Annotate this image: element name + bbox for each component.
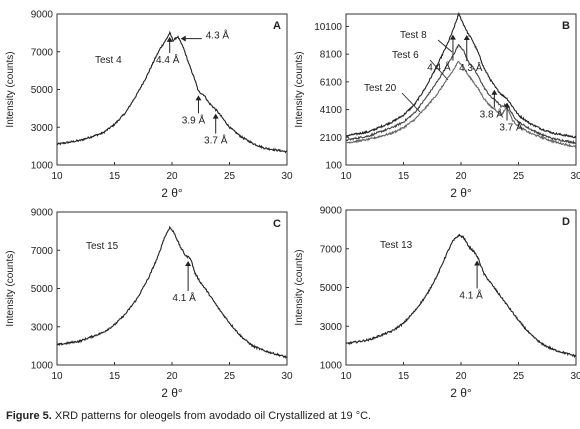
x-tick-label: 15: [398, 171, 410, 182]
y-tick-label: 9000: [31, 208, 54, 219]
peak-label: 4.3 Å: [459, 61, 483, 74]
y-tick-label: 6100: [320, 77, 343, 88]
panel-letter: D: [562, 216, 570, 228]
series-label: Test 20: [364, 83, 397, 94]
series-pointer: [429, 59, 449, 81]
arrow-head: [491, 89, 498, 95]
y-tick-label: 3000: [31, 322, 54, 333]
arrow-head: [166, 36, 173, 42]
y-tick-label: 1000: [320, 361, 343, 372]
peak-label: 4.4 Å: [427, 61, 451, 74]
x-tick-label: 15: [109, 171, 121, 182]
y-tick-label: 8100: [320, 50, 343, 61]
x-tick-label: 25: [224, 171, 236, 182]
x-tick-label: 15: [398, 371, 410, 382]
x-tick-label: 30: [570, 171, 580, 182]
x-tick-label: 20: [166, 171, 178, 182]
x-tick-label: 30: [281, 171, 293, 182]
x-tick-label: 20: [455, 171, 467, 182]
peak-label: 4.3 Å: [206, 29, 230, 42]
series-label: Test 6: [392, 50, 419, 61]
panel-letter: A: [273, 20, 281, 32]
series-label: Test 15: [86, 241, 119, 252]
y-tick-label: 10100: [314, 22, 342, 33]
y-axis-label: Intensity (counts): [294, 249, 305, 325]
y-tick-label: 5000: [31, 85, 54, 96]
arrow-head: [474, 260, 481, 266]
y-tick-label: 5000: [31, 284, 54, 295]
y-tick-label: 3000: [320, 322, 343, 333]
series-line-test-20: [345, 60, 577, 149]
arrow-head: [180, 35, 186, 42]
y-tick-label: 3000: [31, 123, 54, 134]
y-axis-label: Intensity (counts): [5, 250, 16, 326]
x-tick-label: 20: [166, 371, 178, 382]
arrow-head: [449, 34, 456, 40]
series-label: Test 13: [380, 240, 413, 251]
figure-caption-label: Figure 5.: [6, 410, 52, 422]
series-pointer: [437, 39, 453, 53]
panel-C: 1000 3000 5000 7000 9000 10 15 20 25 30 2 θ° Intens…: [5, 208, 293, 401]
x-tick-label: 25: [513, 371, 525, 382]
x-tick-label: 25: [513, 171, 525, 182]
y-tick-label: 4100: [320, 105, 343, 116]
y-tick-label: 1000: [31, 361, 54, 372]
y-tick-label: 7000: [320, 244, 343, 255]
figure-caption-text: XRD patterns for oleogels from avodado o…: [51, 410, 372, 422]
y-tick-label: 9000: [31, 10, 54, 21]
figure-caption: Figure 5. XRD patterns for oleogels from…: [6, 410, 576, 422]
y-tick-label: 5000: [320, 283, 343, 294]
x-axis-label: 2 θ°: [161, 186, 183, 200]
x-tick-label: 30: [281, 371, 293, 382]
peak-label: 3.7 Å: [204, 134, 228, 147]
x-tick-label: 30: [570, 371, 580, 382]
y-tick-label: 2100: [320, 133, 343, 144]
y-tick-label: 100: [325, 161, 342, 172]
arrow-head: [504, 102, 510, 108]
y-axis-label: Intensity (counts): [294, 51, 305, 127]
series-pointer: [401, 92, 421, 113]
peak-label: 3.7 Å: [499, 121, 523, 134]
panel-B: 100 2100 4100 6100 8100 10100 10 15 20 25 30 2 θ° In…: [294, 11, 580, 200]
series-line-test-8: [345, 11, 577, 139]
arrow-head: [185, 260, 192, 266]
series-label: Test 4: [95, 55, 122, 66]
arrow-head: [195, 95, 202, 101]
x-tick-label: 10: [51, 371, 63, 382]
series-line-test-6: [345, 43, 577, 145]
series-label: Test 8: [400, 30, 427, 41]
plot-frame-C: [56, 211, 288, 366]
peak-label: 4.1 Å: [459, 289, 483, 302]
peak-label: 3.8 Å: [480, 108, 504, 121]
panel-D: 1000 3000 5000 7000 9000 10 15 20 25 30 2 θ° Intens…: [294, 206, 580, 401]
y-tick-label: 7000: [31, 47, 54, 58]
x-tick-label: 20: [455, 371, 467, 382]
x-tick-label: 15: [109, 371, 121, 382]
y-tick-label: 1000: [31, 161, 54, 172]
y-tick-label: 9000: [320, 206, 343, 217]
y-axis-label: Intensity (counts): [5, 51, 16, 127]
x-tick-label: 25: [224, 371, 236, 382]
x-axis-label: 2 θ°: [450, 386, 472, 400]
series-line-test-15: [56, 225, 288, 359]
x-tick-label: 10: [51, 171, 63, 182]
arrow-head: [212, 113, 219, 119]
x-tick-label: 10: [340, 371, 352, 382]
panel-A: 1000 3000 5000 7000 9000 10 15 20 25 30 2 θ° Intens…: [5, 10, 293, 201]
x-axis-label: 2 θ°: [450, 186, 472, 200]
series-line-test-13: [345, 233, 577, 359]
peak-label: 4.1 Å: [172, 291, 196, 304]
peak-label: 4.4 Å: [156, 53, 180, 66]
peak-label: 3.9 Å: [182, 113, 206, 126]
panel-letter: B: [562, 20, 570, 32]
y-tick-label: 7000: [31, 246, 54, 257]
panel-letter: C: [273, 218, 281, 230]
x-axis-label: 2 θ°: [161, 386, 183, 400]
x-tick-label: 10: [340, 171, 352, 182]
plot-frame-D: [345, 209, 577, 366]
series-line-test-4: [56, 30, 288, 154]
arrow-head: [463, 34, 470, 40]
